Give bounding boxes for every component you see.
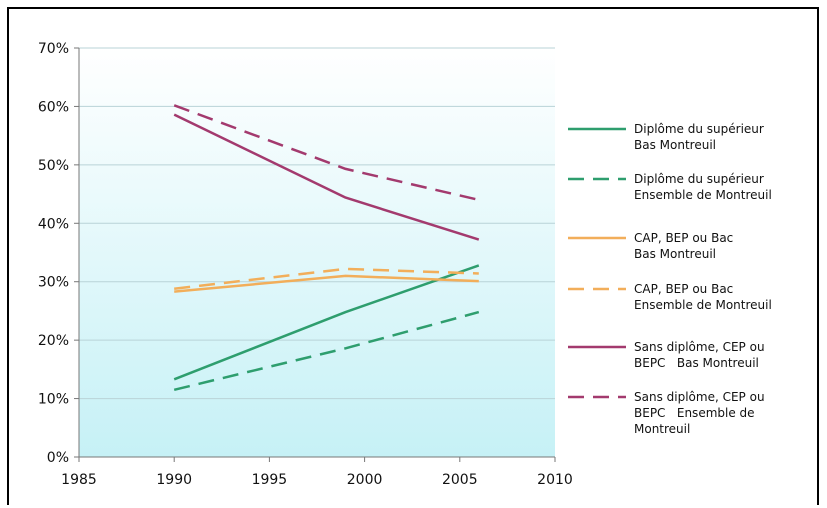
y-tick-label: 30%	[38, 275, 69, 291]
legend-label: BEPC Ensemble de	[634, 406, 755, 420]
gridlines	[74, 47, 555, 458]
legend-label: Ensemble de Montreuil	[634, 188, 772, 202]
axes	[78, 48, 555, 458]
y-tick-labels: 0% 10% 20% 30% 40% 50% 60% 70%	[38, 41, 69, 466]
legend-label: BEPC Bas Montreuil	[634, 356, 759, 370]
series-lines	[173, 104, 480, 392]
series-line-5	[173, 113, 480, 241]
legend-label: Sans diplôme, CEP ou	[634, 340, 765, 354]
legend-label: Sans diplôme, CEP ou	[634, 390, 765, 404]
series-line-1	[173, 264, 480, 381]
legend-label: Diplôme du supérieur	[634, 122, 764, 136]
legend-label: Ensemble de Montreuil	[634, 298, 772, 312]
y-tick-label: 20%	[38, 333, 69, 349]
x-tick-labels: 1985 1990 1995 2000 2005 2010	[61, 457, 573, 488]
x-tick-label: 2000	[347, 472, 383, 488]
y-tick-label: 0%	[47, 450, 69, 466]
x-tick-label: 2010	[537, 472, 573, 488]
series-line-4	[174, 267, 479, 290]
y-tick-label: 10%	[38, 392, 69, 408]
y-tick-label: 60%	[38, 99, 69, 115]
legend-label: CAP, BEP ou Bac	[634, 231, 733, 245]
y-tick-label: 70%	[38, 41, 69, 57]
legend-label: CAP, BEP ou Bac	[634, 282, 733, 296]
y-tick-label: 50%	[38, 158, 69, 174]
x-tick-label: 1990	[156, 472, 192, 488]
legend: Diplôme du supérieur Bas Montreuil Diplôme…	[568, 122, 772, 436]
x-tick-label: 2005	[442, 472, 478, 488]
chart-frame	[7, 7, 819, 505]
y-tick-label: 40%	[38, 216, 69, 232]
legend-label: Bas Montreuil	[634, 138, 716, 152]
legend-label: Montreuil	[634, 422, 690, 436]
x-tick-label: 1995	[252, 472, 288, 488]
series-line-3	[174, 274, 479, 293]
series-line-2	[173, 310, 480, 392]
legend-label: Diplôme du supérieur	[634, 172, 764, 186]
series-line-6	[173, 104, 480, 202]
legend-label: Bas Montreuil	[634, 247, 716, 261]
plot-area	[79, 48, 555, 457]
x-tick-label: 1985	[61, 472, 97, 488]
